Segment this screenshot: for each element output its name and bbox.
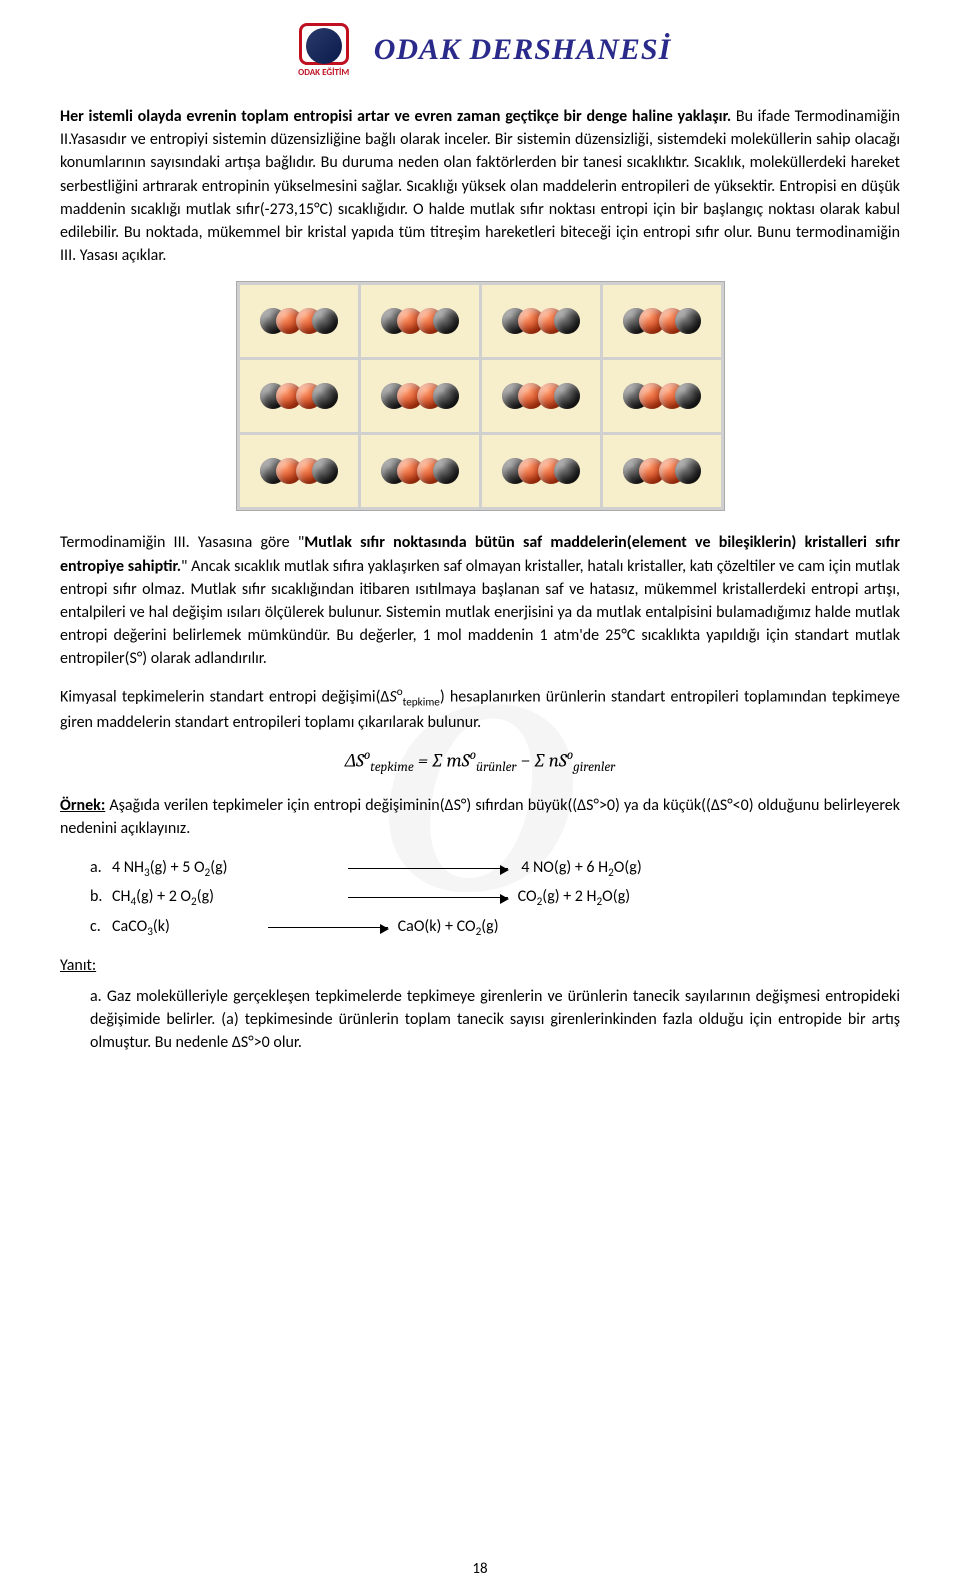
para1-rest: Bu ifade Termodinamiğin II.Yasasıdır ve … <box>60 107 900 265</box>
formula-lhs-sub: tepkime <box>370 761 413 776</box>
para1-lead: Her istemli olayda evrenin toplam entrop… <box>60 107 731 126</box>
logo-badge: ODAK EĞİTİM <box>289 20 359 80</box>
formula-sum1-sub: ürünler <box>476 761 516 776</box>
answer-a: a. Gaz molekülleriyle gerçekleşen tepkim… <box>90 985 900 1055</box>
logo-eye-icon <box>299 23 349 65</box>
rxn-b-right: CO2(g) + 2 H2O(g) <box>514 883 630 912</box>
example-label: Örnek: <box>60 796 105 815</box>
molecule-cell <box>361 435 479 507</box>
rxn-c-left: CaCO3(k) <box>112 913 262 942</box>
rxn-a-left: 4 NH3(g) + 5 O2(g) <box>112 854 342 883</box>
rxn-b-label: b. <box>90 883 112 912</box>
page-number: 18 <box>472 1560 487 1578</box>
paragraph-1: Her istemli olayda evrenin toplam entrop… <box>60 105 900 267</box>
molecule-cell <box>603 360 721 432</box>
molecule-grid <box>236 281 725 511</box>
para2-pre: Termodinamiğin III. Yasasına göre " <box>60 533 304 552</box>
formula-minus: − <box>521 750 535 772</box>
molecule-cell <box>240 435 358 507</box>
rxn-a-label: a. <box>90 854 112 883</box>
formula-eq: = <box>418 750 432 772</box>
header-logo: ODAK EĞİTİM ODAK DERSHANESİ <box>60 20 900 80</box>
rxn-c-right: CaO(k) + CO2(g) <box>394 913 499 942</box>
reactions-list: a. 4 NH3(g) + 5 O2(g) 4 NO(g) + 6 H2O(g)… <box>90 854 900 942</box>
example-text: Aşağıda verilen tepkimeler için entropi … <box>60 796 900 838</box>
rxn-c-label: c. <box>90 913 112 942</box>
paragraph-2: Termodinamiğin III. Yasasına göre "Mutla… <box>60 531 900 670</box>
reaction-b: b. CH4(g) + 2 O2(g) CO2(g) + 2 H2O(g) <box>90 883 900 912</box>
formula-sum2-sub: girenler <box>573 761 615 776</box>
molecule-cell <box>603 435 721 507</box>
answer-a-label: a. <box>90 987 102 1006</box>
answer-a-text: Gaz molekülleriyle gerçekleşen tepkimele… <box>90 987 900 1052</box>
reaction-c: c. CaCO3(k) CaO(k) + CO2(g) <box>90 913 900 942</box>
reaction-a: a. 4 NH3(g) + 5 O2(g) 4 NO(g) + 6 H2O(g) <box>90 854 900 883</box>
rxn-a-right: 4 NO(g) + 6 H2O(g) <box>514 854 642 883</box>
molecule-cell <box>240 285 358 357</box>
arrow-icon <box>348 868 508 869</box>
paragraph-3: Kimyasal tepkimelerin standart entropi d… <box>60 684 900 734</box>
logo-subtext: ODAK EĞİTİM <box>298 67 349 78</box>
example-paragraph: Örnek: Aşağıda verilen tepkimeler için e… <box>60 794 900 840</box>
molecule-cell <box>482 285 600 357</box>
entropy-formula: ΔSotepkime = ∑ mSoürünler − ∑ nSogirenle… <box>60 748 900 775</box>
molecule-cell <box>482 435 600 507</box>
para2-post: " Ancak sıcaklık mutlak sıfıra yaklaşırk… <box>60 557 900 669</box>
molecule-cell <box>240 360 358 432</box>
answer-label: Yanıt: <box>60 956 900 975</box>
rxn-b-left: CH4(g) + 2 O2(g) <box>112 883 342 912</box>
logo-main-text: ODAK DERSHANESİ <box>374 33 672 67</box>
molecule-cell <box>482 360 600 432</box>
page-content: ODAK EĞİTİM ODAK DERSHANESİ Her istemli … <box>60 20 900 1054</box>
molecule-cell <box>361 360 479 432</box>
arrow-icon <box>268 927 388 928</box>
arrow-icon <box>348 897 508 898</box>
answer-list: a. Gaz molekülleriyle gerçekleşen tepkim… <box>90 985 900 1055</box>
molecule-cell <box>361 285 479 357</box>
molecule-cell <box>603 285 721 357</box>
